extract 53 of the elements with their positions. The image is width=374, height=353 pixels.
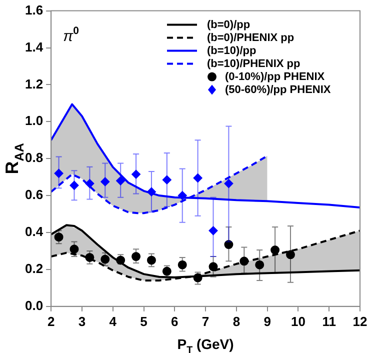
x-tick-label: 8 <box>232 314 240 329</box>
x-tick-label: 10 <box>290 314 306 329</box>
point <box>100 254 110 264</box>
x-tick-label: 2 <box>47 314 55 329</box>
y-tick-label: 0.2 <box>24 261 44 276</box>
y-tick-label: 0.0 <box>24 298 44 313</box>
point <box>270 246 280 255</box>
point <box>178 191 187 200</box>
point <box>54 168 64 178</box>
legend-label: (50-60%)/pp PHENIX <box>225 84 332 96</box>
point <box>255 260 264 270</box>
point <box>146 256 156 265</box>
point <box>54 232 64 242</box>
y-axis-title: RAA <box>2 142 26 174</box>
point <box>240 256 249 266</box>
x-tick-label: 6 <box>171 314 178 329</box>
legend-label: (b=0)/pp <box>207 18 250 31</box>
legend-label: (b=10)/pp <box>207 44 256 57</box>
y-tick-label: 0.8 <box>24 150 44 166</box>
point <box>224 240 234 250</box>
x-tick-label: 3 <box>78 314 86 329</box>
point <box>85 252 94 262</box>
legend-label: (b=0)/PHENIX pp <box>207 32 294 44</box>
y-tick-label: 0.6 <box>24 187 44 202</box>
point <box>193 174 202 182</box>
point <box>132 170 141 179</box>
point <box>70 244 79 254</box>
x-tick-label: 9 <box>264 314 271 329</box>
point <box>208 226 218 236</box>
point <box>178 260 187 270</box>
y-tick-label: 1.6 <box>24 2 44 18</box>
point <box>146 187 156 196</box>
point <box>100 177 110 186</box>
point <box>85 179 94 188</box>
y-tick-label: 1.2 <box>24 76 44 92</box>
point <box>132 252 141 262</box>
y-tick-label: 1.4 <box>24 39 44 54</box>
x-tick-label: 11 <box>322 314 336 329</box>
point <box>162 175 172 184</box>
x-tick-label: 7 <box>202 314 210 329</box>
x-tick-label: 12 <box>352 314 368 329</box>
x-tick-label: 5 <box>140 314 148 329</box>
legend-label: (b=10)/PHENIX pp <box>207 58 300 70</box>
legend-label: (0-10%)/pp PHENIX <box>225 70 326 83</box>
point <box>193 273 202 282</box>
point <box>70 180 79 190</box>
point <box>224 179 234 188</box>
x-tick-label: 4 <box>109 314 118 329</box>
y-tick-label: 0.4 <box>24 224 44 240</box>
point <box>116 176 126 186</box>
point <box>286 250 295 260</box>
point <box>208 262 218 272</box>
y-tick-label: 1.0 <box>24 113 44 128</box>
